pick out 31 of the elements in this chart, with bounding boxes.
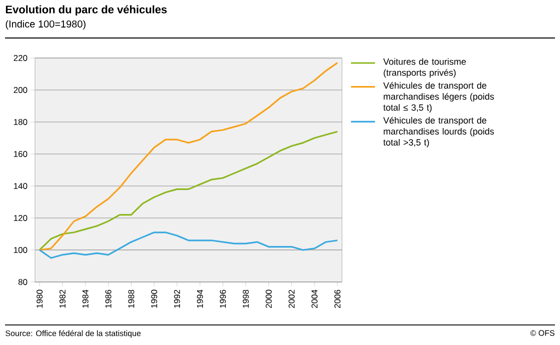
y-tick-label: 100 [14,246,28,253]
y-tick-label: 200 [14,86,28,93]
source-note: Source: Office fédéral de la statistique [6,330,141,338]
y-tick-label: 180 [14,118,28,125]
x-tick-label: 2004 [312,290,318,308]
x-tick-label: 1990 [151,290,158,308]
x-tick-label: 1988 [128,290,134,308]
y-tick-label: 160 [14,150,28,157]
line-series [38,130,338,251]
x-tick-label: 1998 [242,290,249,308]
x-tick-label: 1984 [82,290,88,308]
x-tick-label: 1992 [174,290,180,308]
chart-title: Evolution du parc de véhicules [6,5,167,16]
x-tick-label: 1982 [60,290,66,308]
y-tick-label: 220 [14,54,28,61]
x-tick-label: 2006 [334,290,340,308]
x-tick-label: 1986 [105,290,112,308]
line-series [38,62,338,251]
y-tick-label: 80 [18,278,28,285]
legend-label: Véhicules de transport de marchandises légers (poids total ≤ 3,5 t) [383,82,494,112]
x-tick-label: 1980 [36,290,43,308]
x-tick-label: 2002 [288,290,295,308]
legend-label: Voitures de tourisme (transports privés) [383,58,466,78]
y-tick-label: 140 [14,182,28,189]
legend-label: Véhicules de transport de marchandises lourds (poids total >3,5 t) [383,116,494,148]
chart-subtitle: (Indice 100=1980) [6,20,86,30]
text: © OFS [530,330,554,336]
y-tick-label: 120 [14,214,28,221]
x-tick-label: 1996 [220,290,226,308]
x-tick-label: 2000 [266,290,272,308]
x-tick-label: 1994 [196,290,203,308]
